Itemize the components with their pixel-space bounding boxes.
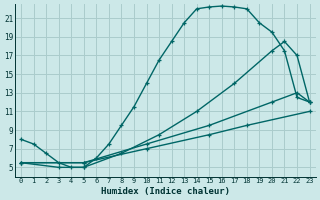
X-axis label: Humidex (Indice chaleur): Humidex (Indice chaleur)	[101, 187, 230, 196]
